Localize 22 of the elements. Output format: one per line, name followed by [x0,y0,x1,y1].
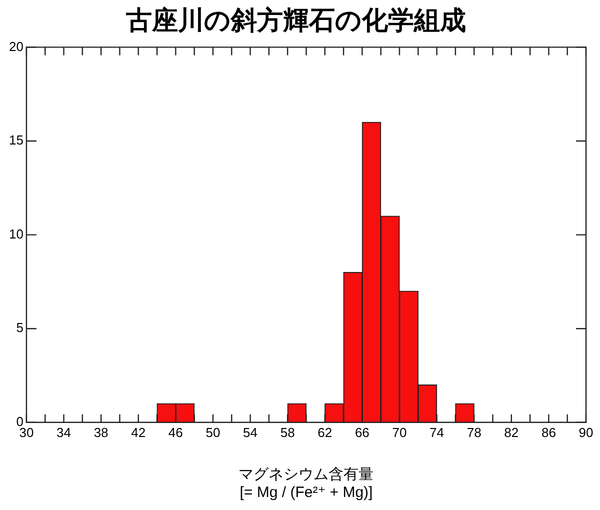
y-tick-label: 0 [16,414,24,429]
x-tick-label: 38 [94,424,108,440]
chart-title: 古座川の斜方輝石の化学組成 [125,4,466,35]
x-tick-label: 54 [243,424,258,440]
x-tick-label: 50 [206,424,220,440]
x-tick-label: 34 [56,424,71,440]
y-tick-label: 15 [8,132,24,148]
x-axis-title: マグネシウム含有量 [= Mg / (Fe²⁺ + Mg)] [238,466,374,502]
x-tick-label: 82 [504,424,519,440]
x-tick-label: 86 [541,424,556,440]
x-tick-label: 74 [430,424,444,440]
x-tick-label: 70 [392,424,407,440]
x-tick-label: 46 [168,424,183,440]
x-tick-label: 66 [354,424,370,440]
x-tick-label: 58 [280,424,295,440]
y-tick-label: 20 [8,38,24,54]
x-tick-label: 90 [578,424,594,440]
y-tick-label: 5 [16,320,24,336]
y-tick-label: 10 [8,226,24,242]
x-tick-label: 78 [466,424,482,440]
x-tick-label: 62 [318,424,332,440]
x-tick-label: 42 [131,424,146,440]
